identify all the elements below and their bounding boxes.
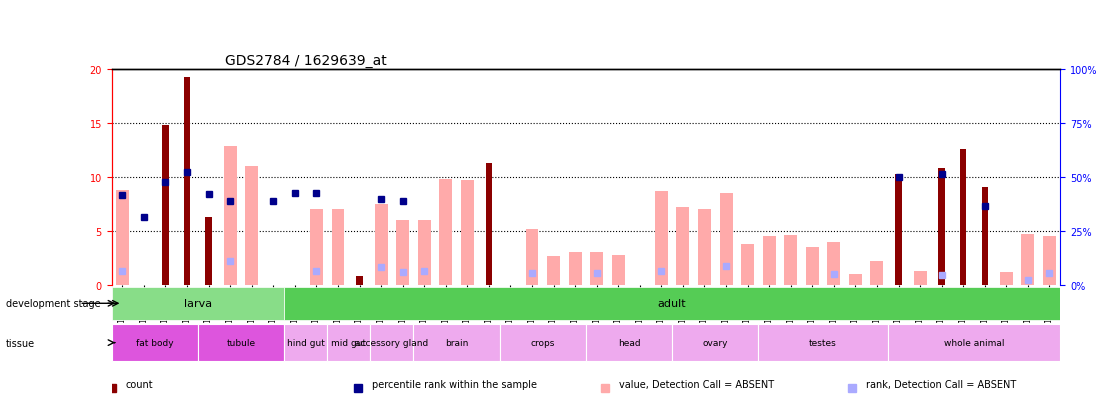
Bar [914,271,926,285]
Bar [1000,272,1013,285]
Bar [676,208,690,285]
FancyBboxPatch shape [371,324,413,361]
Bar [785,235,797,285]
Text: value, Detection Call = ABSENT: value, Detection Call = ABSENT [619,379,775,389]
Bar [655,192,667,285]
Bar [396,221,410,285]
Bar [526,229,539,285]
Bar [1043,237,1056,285]
FancyBboxPatch shape [759,324,887,361]
Text: testes: testes [809,338,837,347]
Bar [162,126,169,285]
Text: larva: larva [184,299,212,309]
Bar [849,274,862,285]
Text: ovary: ovary [702,338,728,347]
Text: tissue: tissue [6,338,35,348]
Text: mid gut: mid gut [331,338,366,347]
Text: GDS2784 / 1629639_at: GDS2784 / 1629639_at [225,54,387,68]
Bar [205,217,212,285]
FancyBboxPatch shape [413,324,500,361]
Bar [223,147,237,285]
Text: brain: brain [445,338,469,347]
FancyBboxPatch shape [285,324,327,361]
Bar [356,276,363,285]
Bar [806,247,819,285]
Bar [870,261,884,285]
Bar [331,210,345,285]
Bar [895,174,902,285]
Bar [485,164,492,285]
Bar [1021,235,1035,285]
Bar [569,253,581,285]
Bar [184,78,191,285]
Text: head: head [617,338,641,347]
Bar [762,237,776,285]
FancyBboxPatch shape [198,324,285,361]
Text: fat body: fat body [136,338,173,347]
Text: crops: crops [530,338,555,347]
Text: hind gut: hind gut [287,338,325,347]
Bar [612,255,625,285]
FancyBboxPatch shape [327,324,371,361]
Bar [417,221,431,285]
Bar [547,256,560,285]
Bar [827,242,840,285]
Bar [375,204,387,285]
Bar [981,187,988,285]
FancyBboxPatch shape [500,324,586,361]
Bar [939,169,945,285]
FancyBboxPatch shape [887,324,1060,361]
Bar [590,253,603,285]
Bar [960,150,966,285]
Text: rank, Detection Call = ABSENT: rank, Detection Call = ABSENT [866,379,1016,389]
FancyBboxPatch shape [112,324,198,361]
Text: accessory gland: accessory gland [355,338,429,347]
Text: percentile rank within the sample: percentile rank within the sample [373,379,538,389]
Bar [440,180,452,285]
Text: development stage: development stage [6,299,100,309]
Bar [116,190,128,285]
Bar [698,210,711,285]
Bar [741,244,754,285]
Bar [310,210,323,285]
Bar [720,194,732,285]
Text: count: count [126,379,154,389]
Text: whole animal: whole animal [944,338,1004,347]
FancyBboxPatch shape [672,324,759,361]
FancyBboxPatch shape [285,287,1060,320]
Bar [461,181,474,285]
Text: adult: adult [657,299,686,309]
Bar [246,167,258,285]
FancyBboxPatch shape [112,287,285,320]
Text: tubule: tubule [227,338,256,347]
FancyBboxPatch shape [586,324,672,361]
